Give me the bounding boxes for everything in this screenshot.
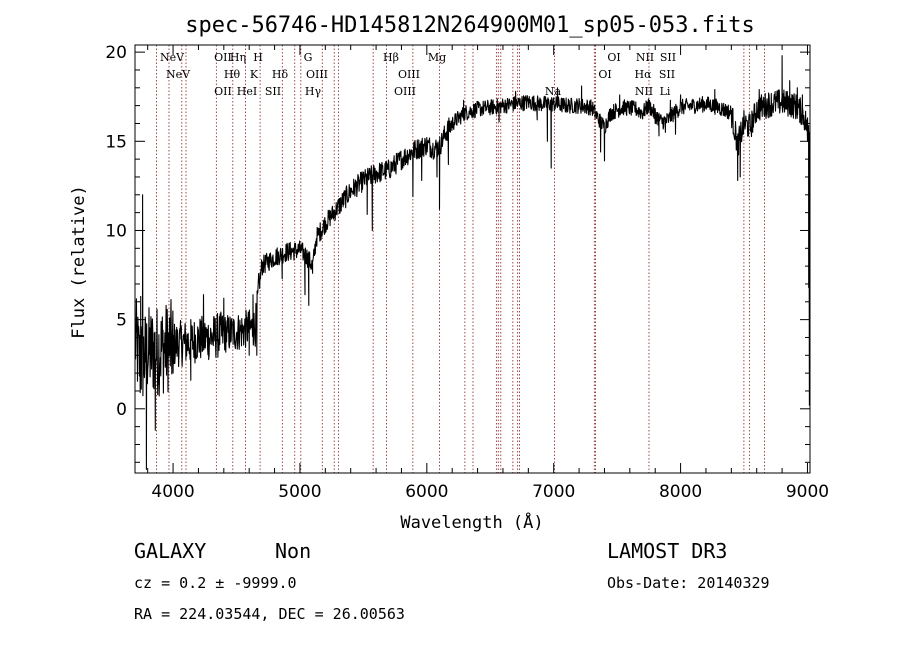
line-label: Hα [634, 68, 652, 81]
line-label: Hη [230, 51, 246, 64]
y-tick-label: 5 [116, 311, 127, 331]
spectrum-line [134, 55, 811, 470]
line-label: H [253, 51, 263, 64]
line-label: NeV [160, 51, 185, 64]
line-label: OIII [398, 68, 420, 81]
line-label: OIII [306, 68, 328, 81]
line-label: Li [660, 85, 671, 98]
line-label: SII [660, 51, 676, 64]
observation-date: Obs-Date: 20140329 [607, 574, 770, 592]
chart-title: spec-56746-HD145812N264900M01_sp05-053.f… [185, 13, 755, 38]
line-label: Hβ [383, 51, 399, 64]
x-tick-label: 8000 [659, 482, 702, 502]
line-label: Mg [428, 51, 446, 64]
object-class: GALAXY [134, 539, 206, 563]
line-label: G [304, 51, 313, 64]
line-label: OIII [394, 85, 416, 98]
x-tick-label: 9000 [786, 482, 829, 502]
x-axis-ticks: 4000 5000 6000 7000 8000 9000 [147, 45, 829, 502]
line-label: K [250, 68, 259, 81]
line-label: HeI [237, 85, 257, 98]
line-label: NII [636, 51, 654, 64]
x-tick-label: 5000 [278, 482, 321, 502]
line-label: Hδ [272, 68, 289, 81]
line-label: OII [214, 85, 232, 98]
redshift-readout: cz = 0.2 ± -9999.0 [134, 574, 297, 592]
line-label: OI [598, 68, 611, 81]
line-label: SII [265, 85, 281, 98]
y-tick-label: 15 [105, 132, 127, 152]
coordinates-readout: RA = 224.03544, DEC = 26.00563 [134, 605, 405, 623]
survey-name: LAMOST DR3 [607, 539, 727, 563]
line-label: OI [607, 51, 620, 64]
y-axis-label: Flux (relative) [69, 185, 89, 339]
line-label: OII [214, 51, 232, 64]
x-tick-label: 4000 [151, 482, 194, 502]
y-tick-label: 0 [116, 400, 127, 420]
y-axis-ticks: 0 5 10 15 20 [105, 43, 810, 463]
line-label: Hγ [305, 85, 322, 98]
x-axis-label: Wavelength (Å) [400, 511, 543, 533]
line-label: NeV [166, 68, 191, 81]
plot-frame [134, 44, 811, 474]
y-tick-label: 10 [105, 221, 127, 241]
line-label: SII [659, 68, 675, 81]
x-tick-label: 6000 [405, 482, 448, 502]
line-label: NII [635, 85, 653, 98]
y-tick-label: 20 [105, 43, 127, 63]
line-label: Hθ [224, 68, 241, 81]
x-tick-label: 7000 [532, 482, 575, 502]
object-subclass: Non [275, 539, 311, 563]
line-label: Na [545, 85, 562, 98]
